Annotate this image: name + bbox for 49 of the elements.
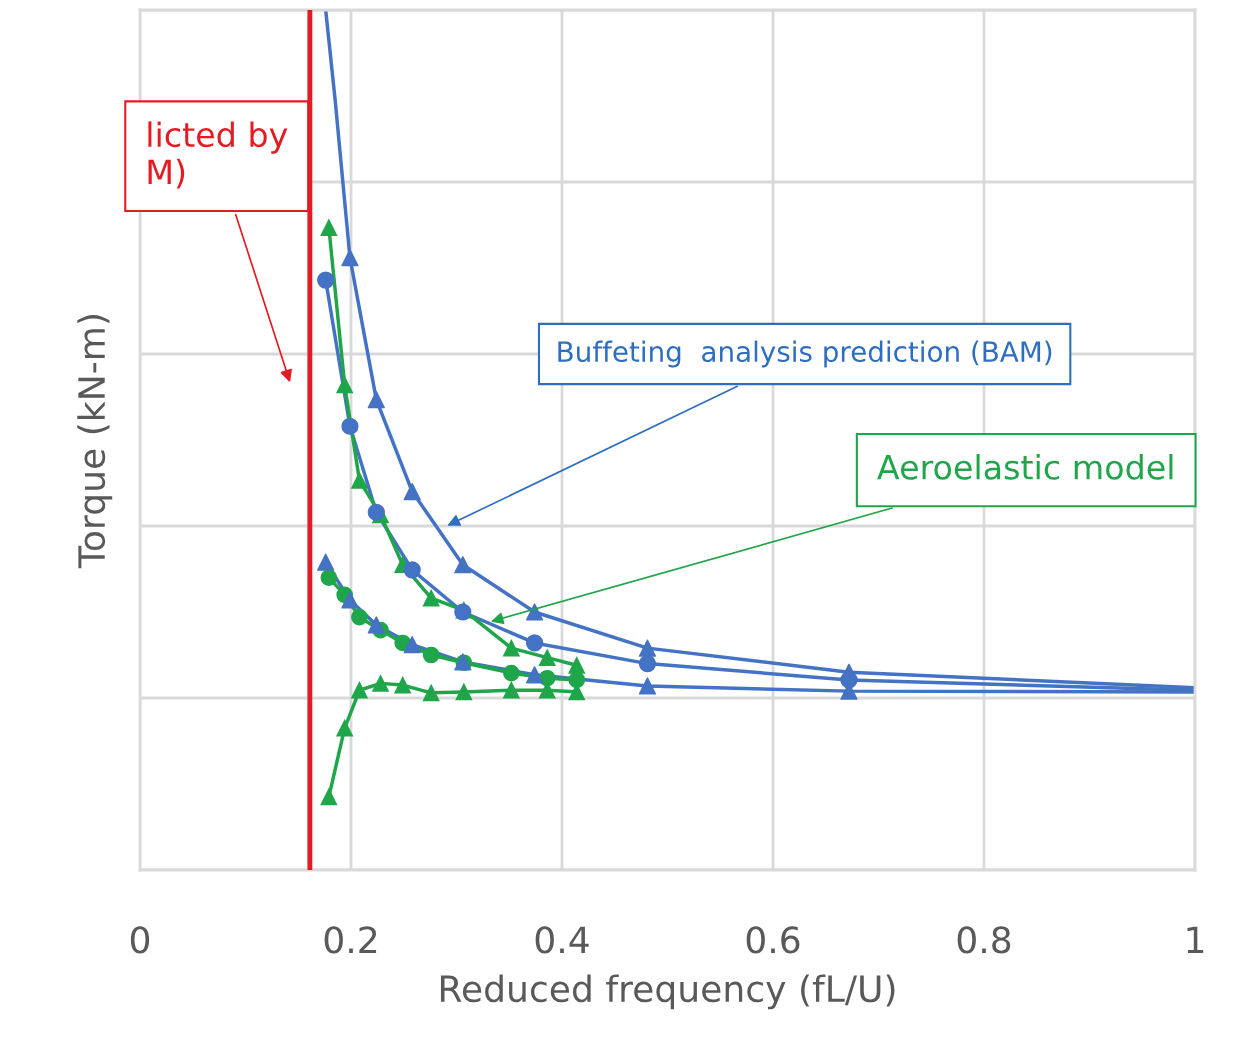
annotation: Aeroelastic model [877, 453, 1173, 480]
point [638, 677, 657, 695]
x-tick-label: 1 [1187, 926, 1204, 953]
point [320, 219, 338, 236]
point [455, 683, 473, 701]
x-tick-label: 0.8 [957, 926, 1011, 954]
point [422, 646, 440, 664]
x-tick-label: 0.6 [746, 926, 800, 954]
point [503, 664, 520, 682]
point [367, 390, 385, 409]
point [503, 639, 520, 657]
point [341, 591, 359, 609]
point [394, 676, 412, 694]
point [638, 654, 657, 673]
x-axis-title: Reduced frequency (fL/U) [440, 974, 895, 1010]
annotation: licted by M) [148, 121, 288, 189]
point [336, 719, 354, 737]
point [336, 376, 354, 394]
y-axis-title: Torque (kN-m) [77, 315, 113, 569]
point [525, 603, 544, 621]
x-tick-label: 0 [130, 926, 150, 954]
point [320, 788, 338, 806]
point [403, 482, 421, 501]
point [320, 569, 338, 586]
point [525, 666, 544, 684]
point [525, 634, 544, 652]
point [341, 249, 359, 267]
point [568, 671, 586, 689]
point [638, 639, 657, 657]
point [503, 681, 520, 699]
point [351, 472, 368, 489]
point [351, 681, 368, 699]
point [538, 649, 556, 666]
point [367, 503, 385, 521]
point [351, 608, 368, 626]
annotation: Buffeting analysis prediction (BAM) [558, 340, 1052, 368]
point [422, 684, 440, 702]
point [403, 636, 421, 654]
point [422, 589, 440, 607]
point [341, 417, 359, 435]
point [317, 271, 335, 289]
point [372, 675, 389, 692]
point [403, 561, 421, 579]
x-tick-label: 0.4 [535, 926, 589, 954]
point [317, 553, 335, 571]
x-tick-label: 0.2 [324, 926, 377, 954]
point [454, 556, 472, 574]
point [568, 656, 586, 674]
point [367, 616, 385, 634]
